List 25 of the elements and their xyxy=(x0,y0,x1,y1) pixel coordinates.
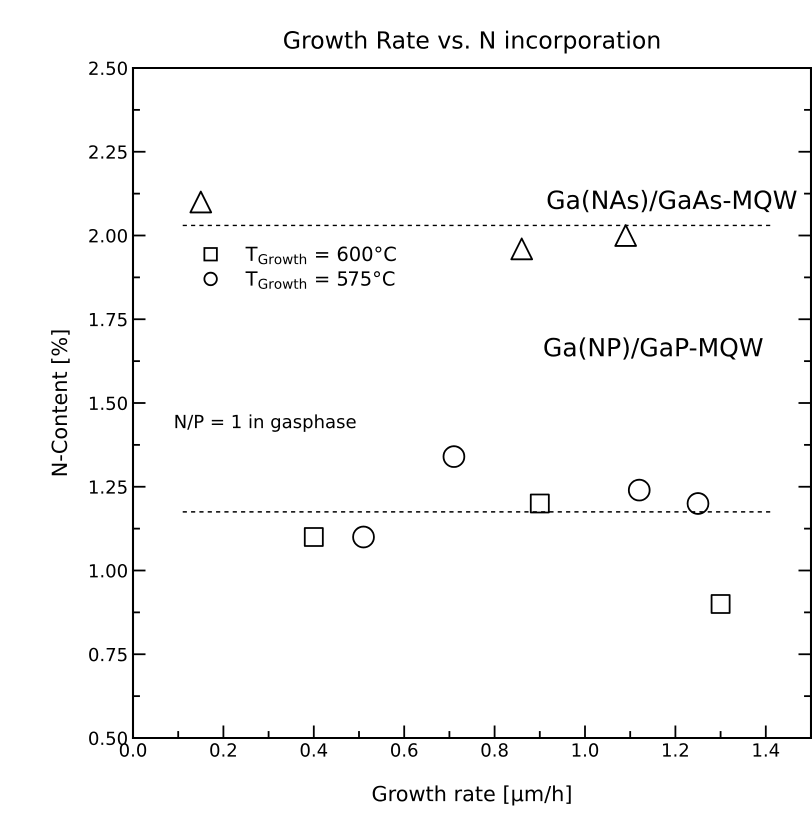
y-tick-label: 2.50 xyxy=(89,61,127,76)
y-tick-label: 0.50 xyxy=(89,731,127,746)
x-tick-label: 0.4 xyxy=(300,743,328,757)
x-tick-label: 0.2 xyxy=(210,743,236,757)
y-tick-label: 1.50 xyxy=(90,396,127,410)
x-tick-label: 0.8 xyxy=(481,743,508,757)
y-axis-title: N-Content [%] xyxy=(51,330,70,476)
legend-label: T$_{Growth}$ = 575°C xyxy=(246,271,394,289)
chart-title: Growth Rate vs. N incorporation xyxy=(284,30,660,54)
x-axis-title: Growth rate [μm/h] xyxy=(372,785,571,806)
x-tick-label: 1.4 xyxy=(753,743,780,757)
x-tick-label: 0.6 xyxy=(391,743,418,757)
x-tick-label: 1.0 xyxy=(572,743,598,757)
annotation: Ga(NAs)/GaAs-MQW xyxy=(548,190,797,212)
x-tick-label: 1.2 xyxy=(663,743,688,757)
y-tick-label: 1.00 xyxy=(90,564,127,578)
legend-label: T$_{Growth}$ = 600°C xyxy=(246,246,396,264)
x-tick-label: 0.0 xyxy=(120,743,146,757)
annotation: N/P = 1 in gasphase xyxy=(175,414,356,432)
y-tick-label: 1.75 xyxy=(90,312,127,326)
y-tick-label: 2.00 xyxy=(89,228,127,243)
y-tick-label: 1.25 xyxy=(90,480,127,494)
y-tick-label: 2.25 xyxy=(89,145,127,159)
y-tick-label: 0.75 xyxy=(89,648,127,662)
annotation: Ga(NP)/GaP-MQW xyxy=(544,337,763,360)
